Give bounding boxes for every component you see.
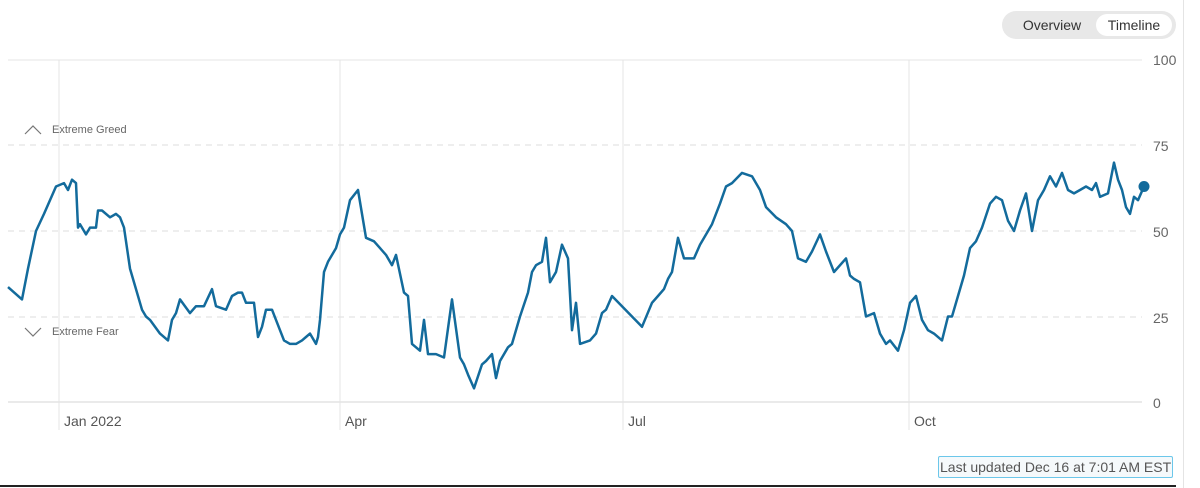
- y-gridlines: [8, 59, 1142, 403]
- index-line: [7, 161, 1146, 390]
- view-toggle: Overview Timeline: [1002, 11, 1176, 39]
- extreme-greed-label: Extreme Greed: [52, 124, 127, 136]
- timeline-tab[interactable]: Timeline: [1096, 14, 1172, 36]
- overview-tab[interactable]: Overview: [1022, 17, 1082, 33]
- extreme-greed-marker: Extreme Greed: [24, 124, 127, 136]
- x-tick-oct: Oct: [914, 413, 936, 429]
- extreme-fear-label: Extreme Fear: [52, 326, 119, 338]
- chevron-up-icon: [24, 125, 42, 135]
- y-tick-75: 75: [1153, 138, 1169, 154]
- current-value-dot[interactable]: [1138, 181, 1150, 192]
- x-tick-jul: Jul: [628, 413, 646, 429]
- last-updated-text: Last updated Dec 16 at 7:01 AM EST: [938, 456, 1174, 478]
- y-tick-100: 100: [1153, 52, 1177, 68]
- extreme-fear-marker: Extreme Fear: [24, 326, 119, 338]
- panel-divider: [1183, 0, 1184, 488]
- x-gridlines: [58, 60, 910, 430]
- chevron-down-icon: [24, 327, 42, 337]
- bottom-divider: [0, 485, 1176, 487]
- x-tick-apr: Apr: [345, 413, 367, 429]
- y-tick-50: 50: [1153, 224, 1169, 240]
- y-tick-25: 25: [1153, 310, 1169, 326]
- x-tick-jan: Jan 2022: [64, 413, 122, 429]
- y-tick-0: 0: [1153, 395, 1161, 411]
